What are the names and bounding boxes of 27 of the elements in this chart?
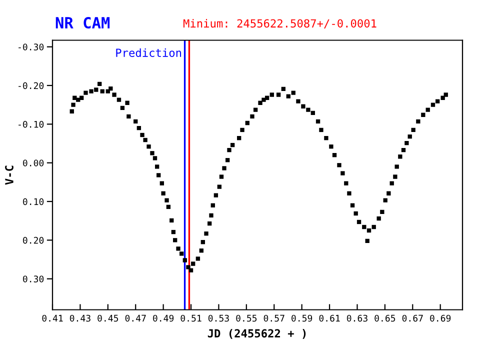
- y-tick-label: 0.20: [23, 236, 44, 244]
- x-tick-label: 0.53: [208, 314, 229, 322]
- chart-title: NR CAM: [56, 16, 110, 29]
- chart-subtitle: Minium: 2455622.5087+/-0.0001: [183, 18, 376, 28]
- y-tick-label: -0.10: [18, 120, 44, 128]
- x-tick-label: 0.65: [374, 314, 396, 322]
- x-tick-label: 0.49: [153, 314, 174, 322]
- x-tick-label: 0.41: [42, 314, 63, 322]
- y-tick-label: 0.00: [23, 160, 44, 166]
- ref-line-label: Prediction: [116, 48, 182, 57]
- x-tick-label: 0.45: [98, 314, 118, 322]
- x-tick-label: 0.43: [70, 314, 90, 322]
- y-tick-label: 0.30: [23, 276, 44, 282]
- x-tick-label: 0.67: [402, 314, 423, 322]
- x-tick-label: 0.59: [292, 314, 312, 322]
- y-tick-label: -0.20: [18, 82, 44, 90]
- x-tick-label: 0.61: [319, 314, 340, 322]
- y-tick-label: 0.10: [23, 198, 44, 206]
- y-axis-title: V-C: [5, 166, 14, 185]
- x-axis-title: JD (2455622 + ): [208, 328, 306, 339]
- x-tick-label: 0.47: [125, 314, 146, 322]
- y-tick-label: -0.30: [18, 44, 44, 50]
- x-tick-label: 0.57: [264, 314, 284, 322]
- x-tick-label: 0.69: [430, 314, 451, 322]
- x-tick-label: 0.55: [236, 314, 257, 322]
- x-tick-label: 0.63: [346, 314, 368, 322]
- x-tick-label: 0.51: [180, 314, 202, 322]
